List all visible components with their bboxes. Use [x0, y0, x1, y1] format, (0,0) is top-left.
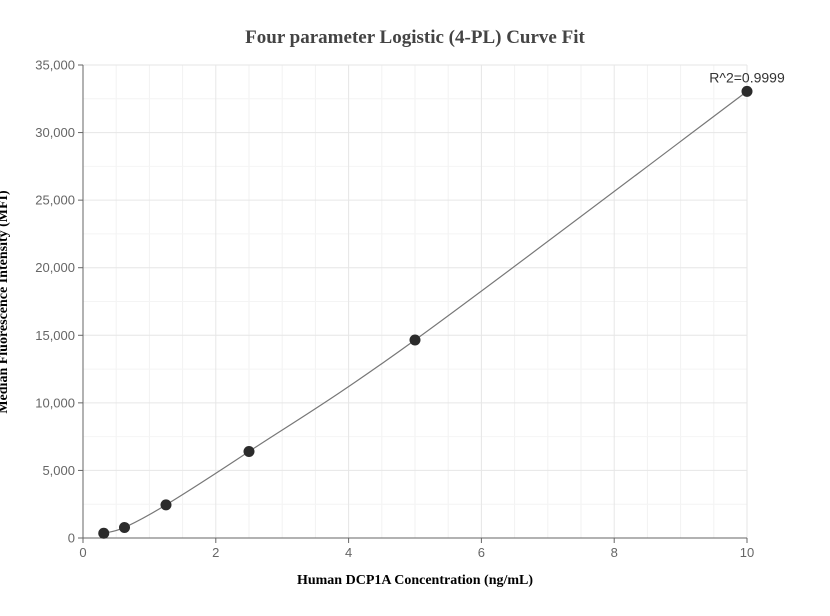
- y-tick-label: 15,000: [35, 328, 75, 343]
- data-point: [741, 85, 753, 97]
- axes: [78, 64, 748, 543]
- data-point: [98, 527, 110, 539]
- minor-gridlines: [83, 65, 747, 538]
- data-point: [160, 499, 172, 511]
- y-axis-title: Median Fluorescence Intensity (MFI): [0, 190, 11, 414]
- y-tick-label: 25,000: [35, 193, 75, 208]
- chart-title: Four parameter Logistic (4-PL) Curve Fit: [245, 27, 585, 48]
- x-tick-label: 0: [79, 545, 86, 560]
- y-tick-label: 5,000: [42, 463, 75, 478]
- x-tick-label: 2: [212, 545, 219, 560]
- x-tick-label: 6: [478, 545, 485, 560]
- y-tick-label: 0: [68, 531, 75, 546]
- x-axis-title: Human DCP1A Concentration (ng/mL): [297, 573, 533, 588]
- data-point: [409, 334, 421, 346]
- r-squared-annotation: R^2=0.9999: [709, 69, 785, 85]
- data-point: [119, 521, 130, 533]
- y-tick-label: 30,000: [35, 125, 75, 140]
- data-point: [243, 446, 255, 458]
- data-points-group: [98, 85, 753, 539]
- y-tick-label: 10,000: [35, 395, 75, 410]
- tick-labels: 0 2 4 6 8 10 0 5,000 10,000 15,000 20,000 25,000 30,…: [35, 58, 754, 561]
- x-tick-label: 8: [611, 545, 618, 560]
- x-tick-label: 10: [740, 545, 754, 560]
- y-tick-label: 35,000: [35, 58, 75, 73]
- x-tick-label: 4: [345, 545, 352, 560]
- y-tick-label: 20,000: [35, 260, 75, 275]
